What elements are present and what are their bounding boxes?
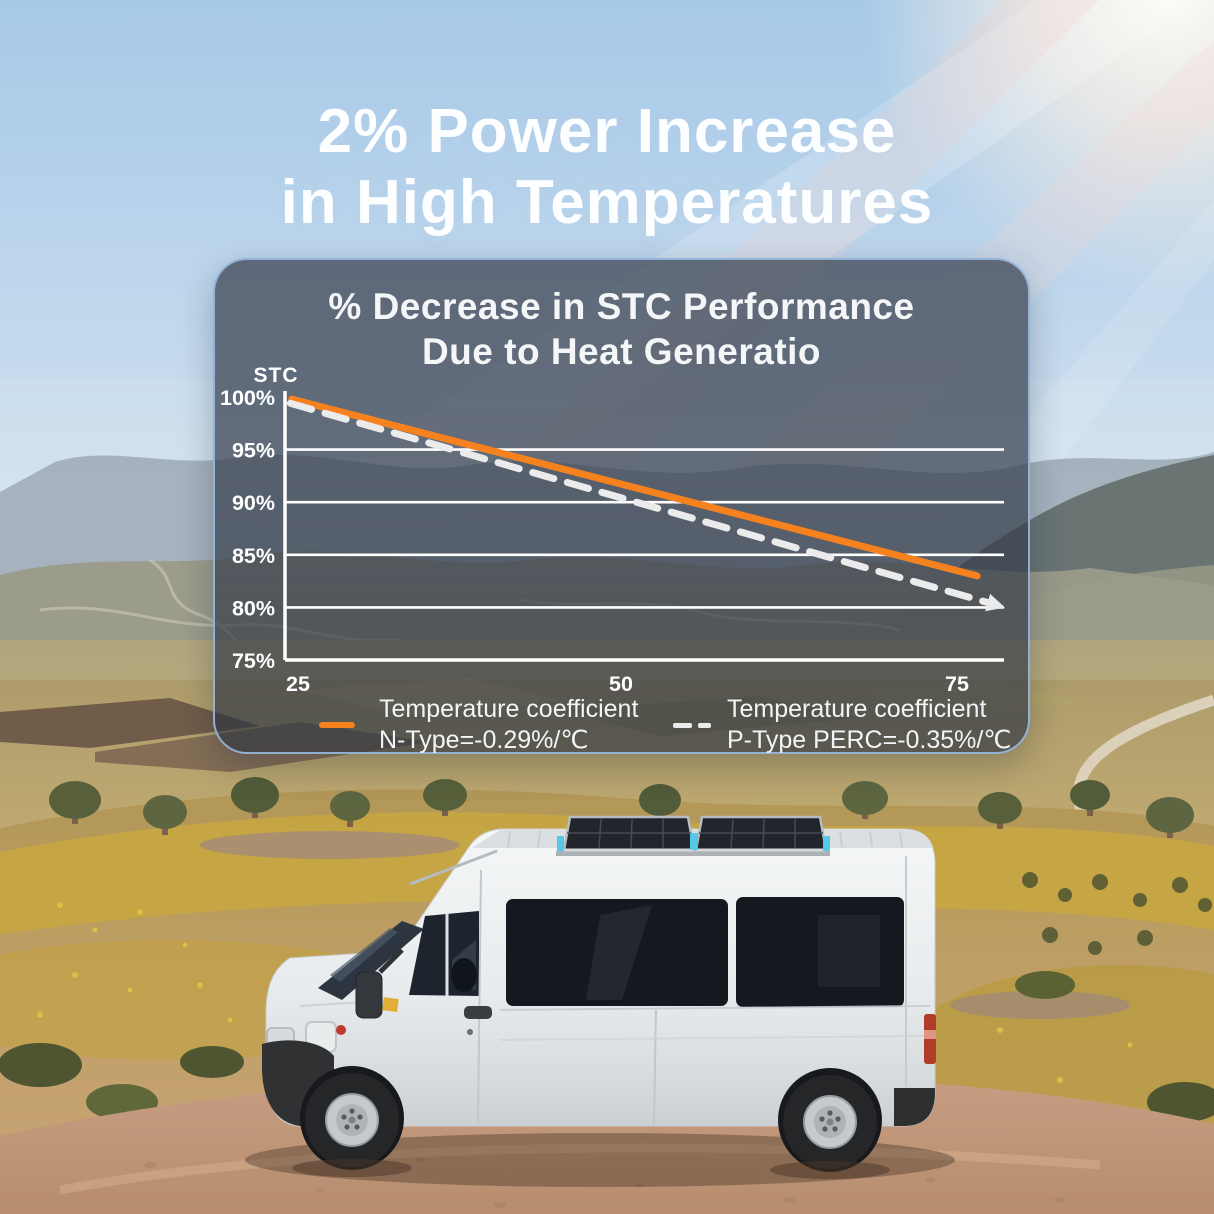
- headline-line-2: in High Temperatures: [280, 168, 934, 237]
- chart-panel: % Decrease in STC Performance Due to Hea…: [213, 258, 1030, 754]
- headline-line-1: 2% Power Increase: [317, 97, 897, 166]
- door-handle: [464, 1006, 492, 1019]
- dashed-white-line-swatch: [673, 722, 711, 728]
- mirror-arm: [378, 948, 404, 974]
- solar-panels: [556, 815, 830, 856]
- y-tick-label: 90%: [232, 491, 275, 515]
- y-tick-label: 80%: [232, 596, 275, 620]
- solar-panel-brackets: [557, 833, 830, 851]
- legend-item-ptype: Temperature coefficient P-Type PERC=-0.3…: [673, 694, 1011, 756]
- y-axis-title: STC: [254, 364, 299, 387]
- solar-mount-rail: [556, 851, 830, 856]
- legend-ptype-line1: Temperature coefficient: [727, 695, 987, 723]
- chart-title-line-1: % Decrease in STC Performance: [328, 286, 915, 327]
- legend-label-ntype: Temperature coefficient N-Type=-0.29%/℃: [379, 694, 638, 756]
- series-arrowhead-1: [985, 593, 1005, 612]
- x-tick-label: 25: [286, 672, 310, 696]
- side-mirror: [355, 971, 383, 1019]
- series-line-0: [288, 395, 981, 580]
- headline: 2% Power Increase in High Temperatures: [0, 96, 1214, 238]
- front-wheel: [292, 1066, 412, 1177]
- solar-panel-1: [562, 815, 696, 852]
- y-tick-label: 95%: [232, 439, 275, 463]
- y-tick-label: 75%: [232, 649, 275, 673]
- red-badge: [336, 1025, 346, 1035]
- legend-ntype-line2: N-Type=-0.29%/℃: [379, 726, 589, 754]
- van-details: [262, 856, 936, 1126]
- x-tick-label: 75: [945, 672, 969, 696]
- rear-bumper: [894, 1088, 935, 1126]
- van-windows: [318, 897, 904, 1007]
- legend-item-ntype: Temperature coefficient N-Type=-0.29%/℃: [319, 694, 638, 756]
- y-tick-label: 85%: [232, 544, 275, 568]
- solid-orange-line-swatch: [319, 722, 355, 728]
- legend-label-ptype: Temperature coefficient P-Type PERC=-0.3…: [727, 694, 1011, 756]
- legend-ptype-line2: P-Type PERC=-0.35%/℃: [727, 726, 1012, 754]
- solar-panel-2: [694, 815, 828, 852]
- yellow-sticker: [382, 997, 399, 1013]
- trees: [37, 777, 1212, 1158]
- rear-wheel: [770, 1068, 890, 1179]
- y-tick-label: 100%: [220, 386, 275, 410]
- windshield: [318, 921, 424, 1000]
- x-tick-label: 50: [609, 672, 633, 696]
- legend-ntype-line1: Temperature coefficient: [379, 695, 639, 723]
- chart-title: % Decrease in STC Performance Due to Hea…: [215, 284, 1028, 374]
- camper-van: [245, 815, 955, 1187]
- chart-title-line-2: Due to Heat Generatio: [421, 331, 822, 372]
- series-line-1: [286, 399, 1001, 609]
